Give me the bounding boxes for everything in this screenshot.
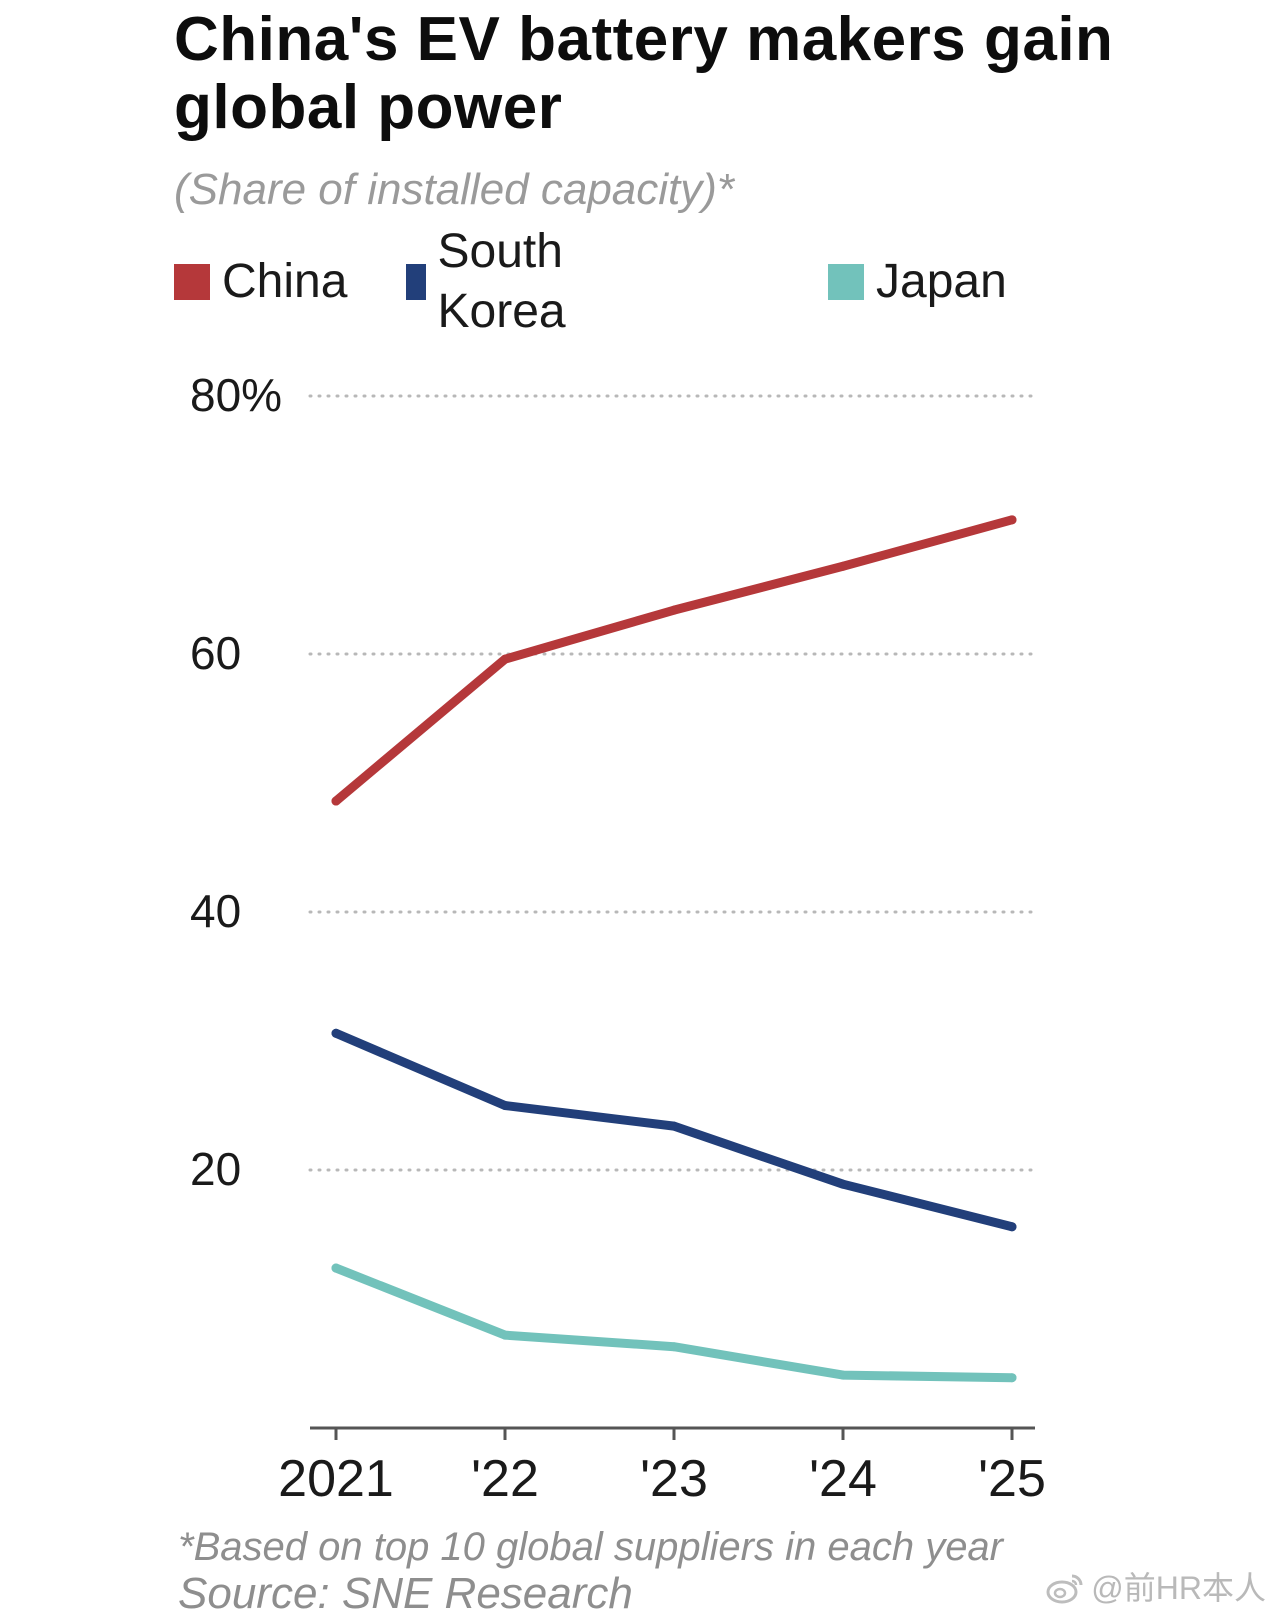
watermark-text: @前HR本人: [1091, 1570, 1266, 1606]
legend-item-japan: Japan: [828, 252, 1007, 312]
data-point-south-korea-3: [838, 1179, 848, 1189]
data-point-china-3: [838, 561, 848, 571]
chart-title: China's EV battery makers gain global po…: [174, 5, 1114, 142]
chart-subtitle: (Share of installed capacity)*: [174, 165, 735, 214]
series-lines: [331, 515, 1017, 1383]
series-line-japan: [331, 1263, 1017, 1383]
weibo-icon: [1046, 1574, 1083, 1604]
data-point-japan-3: [838, 1370, 848, 1380]
x-tick-label-4: '25: [978, 1450, 1046, 1508]
data-point-china-1: [500, 654, 510, 664]
data-point-south-korea-0: [331, 1028, 341, 1038]
x-tick-label-2: '23: [640, 1450, 708, 1508]
x-tick-label-1: '22: [471, 1450, 539, 1508]
x-axis-ticks: 2021 '22 '23 '24 '25: [278, 1428, 1046, 1508]
legend-item-south-korea: South Korea: [406, 225, 582, 338]
source-note: Source: SNE Research: [178, 1569, 633, 1618]
data-point-japan-0: [331, 1263, 341, 1273]
legend-swatch-japan: [828, 264, 864, 300]
legend-label-japan: Japan: [876, 255, 1007, 308]
legend-swatch-china: [174, 264, 210, 300]
data-point-china-0: [331, 796, 341, 806]
y-tick-label-40: 40: [190, 885, 241, 937]
data-point-japan-1: [500, 1330, 510, 1340]
y-axis-ticks: 20 40 60 80%: [190, 369, 282, 1195]
x-tick-label-3: '24: [809, 1450, 877, 1508]
legend-item-china: China: [174, 252, 347, 312]
footnote: *Based on top 10 global suppliers in eac…: [178, 1525, 1003, 1569]
data-point-south-korea-2: [669, 1121, 679, 1131]
data-point-japan-4: [1007, 1373, 1017, 1383]
y-tick-label-80: 80%: [190, 369, 282, 421]
series-line-china: [331, 515, 1017, 806]
legend-swatch-south-korea: [406, 264, 426, 300]
data-point-south-korea-1: [500, 1101, 510, 1110]
y-tick-label-20: 20: [190, 1143, 241, 1195]
data-point-china-4: [1007, 515, 1017, 525]
y-tick-label-60: 60: [190, 627, 241, 679]
legend-label-south-korea: South Korea: [437, 225, 566, 338]
data-point-south-korea-4: [1007, 1222, 1017, 1232]
x-tick-label-0: 2021: [278, 1450, 394, 1508]
legend-label-china: China: [222, 255, 348, 308]
watermark: @前HR本人: [1045, 1566, 1266, 1610]
data-point-china-2: [669, 605, 679, 615]
data-point-japan-2: [669, 1342, 679, 1352]
gridlines: [308, 394, 1037, 1172]
